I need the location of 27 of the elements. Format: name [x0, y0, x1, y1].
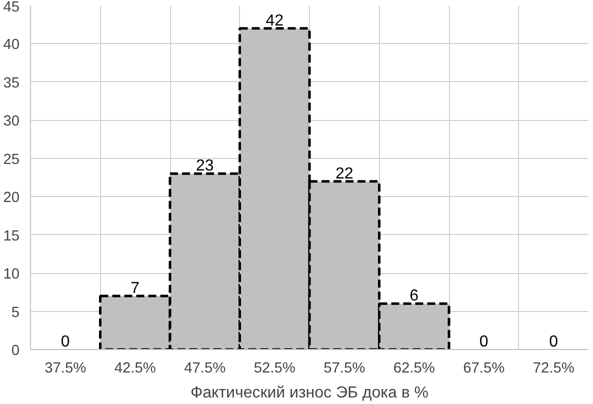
- y-tick-label: 0: [11, 343, 20, 359]
- x-tick-label: 72.5%: [532, 360, 574, 376]
- y-tick-label: 25: [3, 152, 20, 168]
- x-tick-label: 57.5%: [324, 360, 366, 376]
- data-label: 7: [130, 280, 140, 297]
- data-label: 0: [479, 334, 488, 350]
- x-tick-label: 62.5%: [393, 360, 435, 376]
- data-label: 0: [549, 334, 558, 350]
- data-label: 23: [196, 158, 214, 175]
- y-tick-label: 20: [3, 190, 20, 206]
- y-tick-label: 40: [3, 37, 20, 54]
- y-tick-label: 5: [11, 304, 20, 321]
- y-tick-label: 45: [3, 0, 20, 16]
- x-tick-label: 42.5%: [114, 360, 156, 376]
- x-tick-label: 37.5%: [44, 360, 86, 376]
- x-axis-title: Фактический износ ЭБ дока в %: [190, 384, 429, 402]
- y-tick-label: 35: [3, 75, 20, 92]
- y-tick-label: 30: [3, 114, 20, 130]
- data-label: 42: [266, 12, 284, 30]
- data-label: 22: [335, 165, 354, 182]
- x-tick-label: 67.5%: [463, 360, 505, 376]
- data-label: 0: [60, 334, 70, 350]
- x-tick-label: 52.5%: [254, 360, 296, 376]
- x-tick-label: 47.5%: [184, 360, 226, 376]
- data-label: 6: [410, 288, 419, 305]
- y-tick-label: 10: [3, 266, 20, 283]
- y-tick-label: 15: [3, 228, 20, 244]
